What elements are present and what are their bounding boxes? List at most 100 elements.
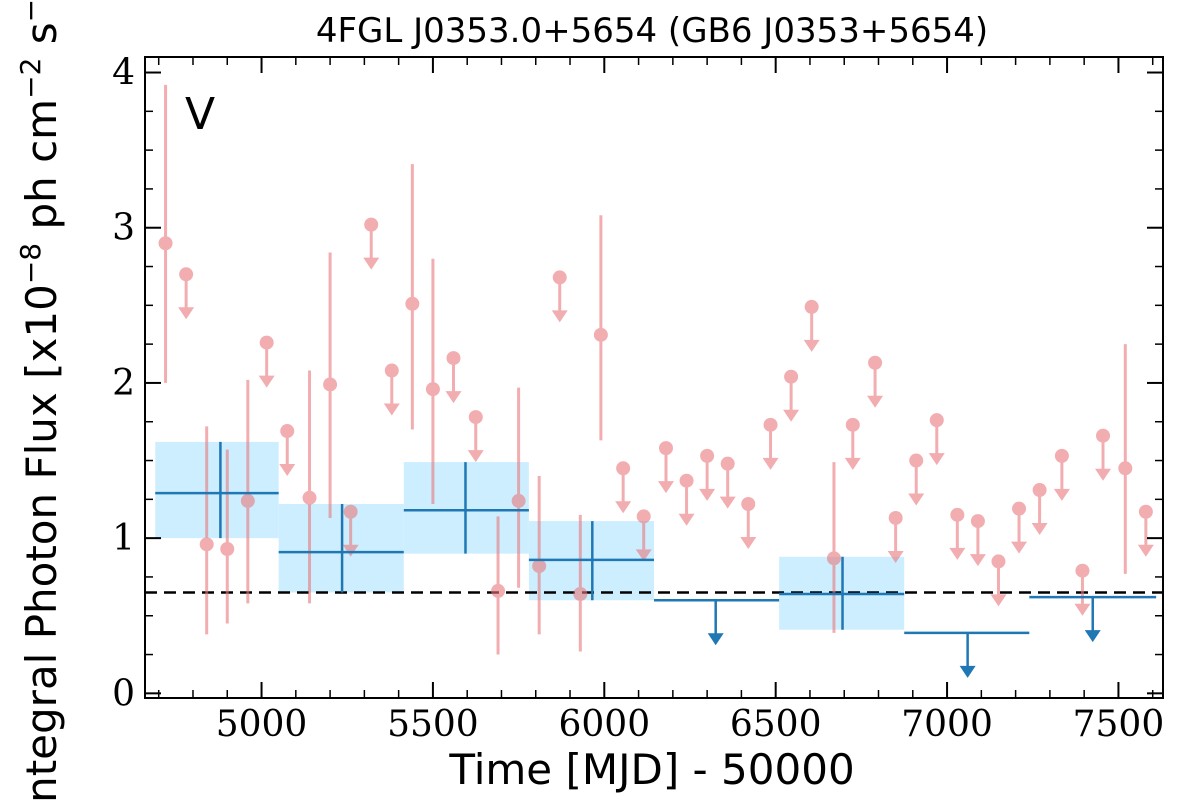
fine-ul-arrow-1 (178, 307, 195, 320)
fine-marker-35 (888, 510, 903, 525)
fine-point-24 (657, 441, 674, 494)
x-tick-label-2: 6000 (558, 704, 650, 745)
fine-point-27 (719, 456, 736, 509)
fine-ul-arrow-33 (844, 457, 861, 470)
x-axis-label: Time [MJD] - 50000 (448, 745, 854, 794)
fine-marker-6 (280, 424, 295, 439)
fine-ul-arrow-10 (363, 257, 380, 270)
fine-point-32 (826, 462, 841, 633)
fine-point-28 (740, 496, 757, 549)
chart-title: 4FGL J0353.0+5654 (GB6 J0353+5654) (316, 11, 988, 51)
fine-point-47 (1137, 504, 1154, 557)
coarse-point-4 (654, 598, 780, 646)
fine-point-22 (615, 461, 632, 514)
y-axis-label-s: s (17, 22, 66, 57)
fine-point-5 (258, 335, 275, 388)
fine-ul-arrow-45 (1095, 468, 1112, 481)
fine-marker-24 (658, 441, 673, 456)
fine-marker-36 (909, 453, 924, 468)
fine-ul-arrow-34 (867, 395, 884, 408)
fine-point-9 (342, 504, 359, 557)
coarse-point-5 (779, 556, 905, 630)
fine-ul-arrow-47 (1137, 544, 1154, 557)
x-tick-label-5: 7500 (1073, 704, 1165, 745)
fine-point-11 (383, 363, 400, 416)
fine-ul-arrow-31 (803, 339, 820, 352)
fine-ul-arrow-43 (1053, 488, 1070, 501)
fine-marker-20 (573, 587, 588, 602)
fine-marker-12 (405, 296, 420, 311)
fine-marker-0 (158, 236, 173, 251)
fine-ul-arrow-6 (279, 464, 296, 477)
fine-marker-18 (532, 559, 547, 574)
fine-marker-11 (384, 363, 399, 378)
fine-ul-arrow-38 (949, 547, 966, 560)
fine-ul-arrow-28 (740, 536, 757, 549)
fine-marker-1 (179, 267, 194, 282)
coarse-point-7 (1029, 595, 1157, 643)
fine-ul-arrow-29 (762, 457, 779, 470)
x-tick-label-1: 5500 (387, 704, 479, 745)
fine-ul-arrow-22 (615, 501, 632, 514)
fine-marker-23 (636, 509, 651, 524)
fine-marker-27 (720, 456, 735, 471)
fine-point-37 (928, 413, 945, 466)
fine-point-10 (363, 217, 380, 270)
coarse-point-2 (403, 462, 529, 554)
fine-point-34 (867, 355, 884, 408)
x-tick-label-0: 5000 (216, 704, 308, 745)
fine-marker-17 (511, 493, 526, 508)
fine-marker-30 (784, 369, 799, 384)
fine-ul-arrow-42 (1031, 523, 1048, 536)
fine-marker-22 (616, 461, 631, 476)
fine-marker-47 (1138, 504, 1153, 519)
fine-marker-9 (343, 504, 358, 519)
fine-marker-26 (700, 448, 715, 463)
fine-ul-arrow-14 (445, 391, 462, 404)
fine-point-12 (405, 164, 420, 430)
y-axis-label-mid: ph cm (17, 99, 66, 243)
fine-point-19 (551, 270, 568, 323)
fine-marker-7 (302, 490, 317, 505)
fine-marker-8 (323, 377, 338, 392)
fine-ul-arrow-36 (908, 493, 925, 506)
fine-marker-33 (845, 417, 860, 432)
fine-marker-5 (259, 335, 274, 350)
fine-point-23 (635, 509, 652, 562)
fine-ul-arrow-41 (1011, 541, 1028, 554)
fine-marker-13 (425, 382, 440, 397)
fine-marker-38 (950, 507, 965, 522)
fine-point-41 (1011, 501, 1028, 554)
y-tick-label-3: 3 (112, 208, 135, 249)
period-label: V (185, 89, 215, 140)
fine-marker-16 (491, 583, 506, 598)
y-axis-label-exp2: −2 (14, 58, 47, 99)
fine-point-8 (323, 252, 338, 518)
fine-point-39 (969, 514, 986, 567)
fine-point-7 (302, 370, 317, 604)
axes: 5000 5500 6000 6500 7000 7500 0 1 2 3 4 (112, 53, 1164, 745)
fine-point-16 (491, 516, 506, 655)
fine-marker-15 (468, 410, 483, 425)
fine-point-2 (199, 426, 214, 635)
fine-point-25 (678, 473, 695, 526)
fine-marker-19 (552, 270, 567, 285)
y-tick-label-2: 2 (112, 363, 135, 404)
y-axis-label-exp3: −1 (14, 0, 47, 22)
fine-ul-arrow-37 (928, 453, 945, 466)
fine-point-44 (1074, 563, 1091, 616)
fine-ul-arrow-44 (1074, 603, 1091, 616)
fine-point-15 (467, 410, 484, 463)
fine-marker-34 (868, 355, 883, 370)
fine-marker-2 (199, 537, 214, 552)
fine-ul-arrow-24 (657, 481, 674, 494)
fine-marker-21 (593, 327, 608, 342)
coarse-ul-arrow-6 (959, 665, 976, 678)
y-tick-label-1: 1 (112, 518, 135, 559)
fine-point-17 (511, 387, 526, 588)
fine-ul-arrow-35 (887, 550, 904, 563)
coarse-bin-bands (155, 441, 905, 630)
coarse-series (155, 441, 1157, 678)
fine-marker-39 (970, 514, 985, 529)
